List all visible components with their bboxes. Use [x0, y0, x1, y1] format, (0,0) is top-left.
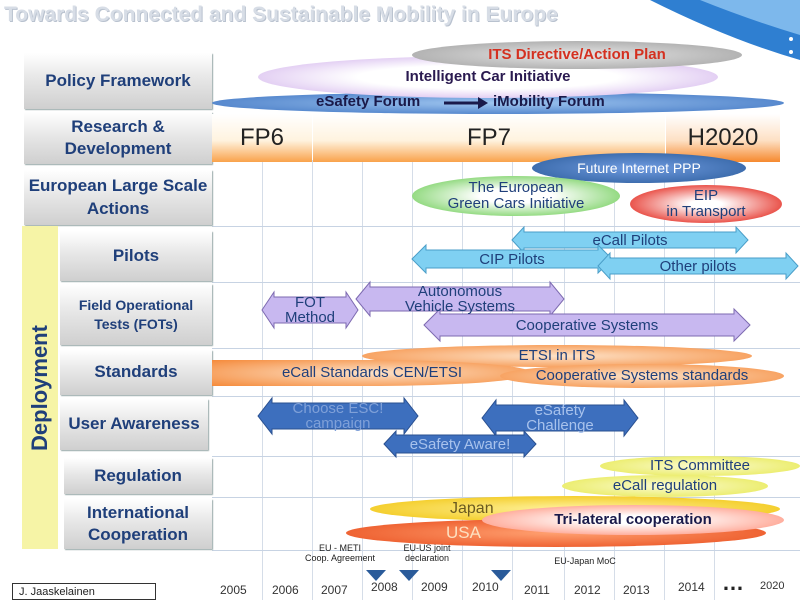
grid-line [212, 226, 800, 227]
eu-meti-line-1: EU - METI [319, 543, 361, 553]
grid-line [212, 550, 800, 551]
year-ellipsis: … [722, 570, 744, 595]
row-label-user-awareness: User Awareness [60, 399, 208, 450]
fot-method-line-1: FOT [294, 294, 325, 311]
green-cars-line-1: The European [468, 179, 564, 197]
cip-pilots-label: CIP Pilots [479, 250, 545, 268]
choose-esc-line-1: Choose ESC! [292, 400, 384, 417]
cooperative-systems-arrow: Cooperative Systems [423, 307, 751, 343]
marker-triangle-icon [491, 570, 511, 581]
eu-meti-note: EU - METI Coop. Agreement [292, 543, 388, 564]
year-label: 2013 [623, 583, 650, 597]
imobility-forum-label: iMobility Forum [493, 93, 605, 110]
cip-pilots-arrow: CIP Pilots [411, 243, 613, 275]
other-pilots-label: Other pilots [659, 257, 737, 275]
row-label-fots: Field Operational Tests (FOTs) [60, 284, 212, 345]
esafety-forum-label: eSafety Forum [316, 93, 421, 110]
year-label: 2007 [321, 583, 348, 597]
row-label-regulation: Regulation [64, 458, 212, 494]
other-pilots-arrow: Other pilots [597, 251, 799, 281]
eip-line-2: in Transport [666, 203, 746, 220]
year-label: 2011 [524, 583, 550, 597]
year-label: 2008 [371, 580, 398, 594]
fot-method-arrow: FOT Method [261, 290, 359, 330]
esafety-challenge-line-1: eSafety [534, 402, 586, 419]
eu-meti-line-2: Coop. Agreement [304, 553, 376, 564]
year-label: 2012 [574, 583, 601, 597]
marker-triangle-icon [366, 570, 386, 581]
ecall-pilots-label: eCall Pilots [592, 231, 668, 249]
grid-line [212, 396, 800, 397]
marker-triangle-icon [399, 570, 419, 581]
row-label-deployment: Deployment [22, 226, 58, 549]
ecall-standards-oval: eCall Standards CEN/ETSI [212, 360, 532, 386]
autonomous-arrow: Autonomous Vehicle Systems [355, 280, 565, 318]
deployment-label: Deployment [27, 324, 53, 451]
esafety-challenge-line-2: Challenge [526, 417, 594, 434]
choose-esc-arrow: Choose ESC! campaign [257, 396, 419, 436]
author-box: J. Jaaskelainen [12, 583, 156, 600]
ecall-regulation-oval: eCall regulation [562, 475, 768, 497]
corner-decoration [650, 0, 800, 60]
choose-esc-label: Choose ESC! campaign [293, 401, 384, 431]
esafety-challenge-arrow: eSafety Challenge [481, 398, 639, 438]
grid-line [212, 456, 800, 457]
autonomous-line-2: Vehicle Systems [404, 298, 516, 315]
green-cars-line-2: Green Cars Initiative [447, 195, 585, 212]
forum-oval [212, 92, 784, 114]
row-label-research: Research & Development [24, 112, 212, 164]
year-label: 2020 [760, 580, 785, 592]
year-label: 2010 [472, 580, 499, 594]
year-label: 2005 [220, 583, 247, 597]
choose-esc-line-2: campaign [305, 415, 371, 432]
cooperative-standards-oval: Cooperative Systems standards [500, 364, 784, 388]
grid-line [212, 282, 800, 283]
row-label-policy: Policy Framework [24, 53, 212, 109]
forum-transition-arrow-icon [444, 97, 488, 109]
its-committee-oval: ITS Committee [600, 456, 800, 476]
eu-japan-note: EU-Japan MoC [554, 556, 616, 566]
eu-us-note: EU-US joint declaration [390, 543, 464, 564]
green-cars-oval: The European Green Cars Initiative [412, 176, 620, 216]
row-label-international: International Cooperation [64, 499, 212, 549]
slide-title: Towards Connected and Sustainable Mobili… [4, 3, 558, 26]
eip-line-1: EIP [693, 187, 719, 205]
fot-method-label: FOT Method [285, 295, 335, 325]
esafety-challenge-label: eSafety Challenge [526, 403, 594, 433]
row-label-pilots: Pilots [60, 231, 212, 281]
row-label-standards: Standards [60, 350, 212, 395]
trilateral-oval: Tri-lateral cooperation [482, 505, 784, 535]
year-label: 2006 [272, 583, 299, 597]
autonomous-label: Autonomous Vehicle Systems [405, 284, 515, 314]
esafety-aware-label: eSafety Aware! [409, 435, 511, 453]
deployment-bar [22, 226, 58, 549]
eu-us-line-2: declaration [404, 553, 450, 564]
eip-oval: EIP in Transport [630, 185, 782, 223]
esafety-aware-arrow: eSafety Aware! [383, 429, 537, 459]
cooperative-systems-label: Cooperative Systems [515, 316, 659, 334]
fp6-bar: FP6 [212, 114, 312, 162]
year-label: 2014 [678, 580, 705, 594]
row-label-large-scale: European Large Scale Actions [24, 170, 212, 225]
fot-method-line-2: Method [284, 309, 336, 326]
its-directive-oval: ITS Directive/Action Plan [412, 41, 742, 69]
eu-us-line-1: EU-US joint [403, 543, 451, 553]
year-label: 2009 [421, 580, 448, 594]
autonomous-line-1: Autonomous [417, 283, 503, 300]
